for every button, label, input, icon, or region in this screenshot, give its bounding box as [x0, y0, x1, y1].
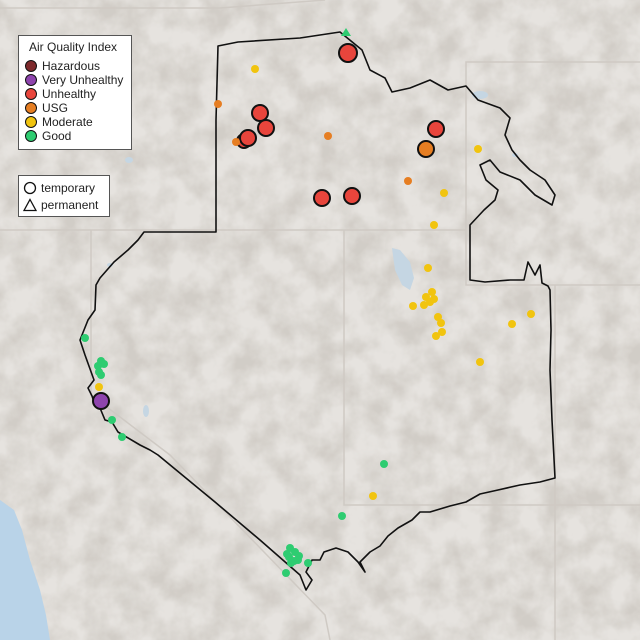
monitor-site-marker[interactable]	[97, 371, 105, 379]
monitor-site-marker[interactable]	[428, 288, 436, 296]
monitor-site-marker[interactable]	[232, 138, 240, 146]
state-line-7	[90, 230, 331, 640]
monitor-site-marker[interactable]	[417, 140, 435, 158]
monitor-site-marker[interactable]	[527, 310, 535, 318]
monitor-site-marker[interactable]	[304, 559, 312, 567]
monitor-site-marker[interactable]	[434, 313, 442, 321]
hazardous-swatch-icon	[25, 60, 37, 72]
monitor-site-marker[interactable]	[338, 512, 346, 520]
monitor-site-marker[interactable]	[108, 416, 116, 424]
monitor-site-marker[interactable]	[476, 358, 484, 366]
legend-label: USG	[42, 101, 69, 115]
monitor-site-marker[interactable]	[338, 43, 358, 63]
legend-item-temporary: temporary	[23, 180, 95, 196]
state-line-6	[0, 0, 326, 9]
monitor-site-marker[interactable]	[324, 132, 332, 140]
monitor-site-marker[interactable]	[430, 221, 438, 229]
state-line-3	[344, 61, 640, 231]
legend-label: Good	[42, 129, 72, 143]
monitor-site-marker[interactable]	[438, 328, 446, 336]
monitor-site-marker[interactable]	[437, 319, 445, 327]
monitor-site-marker[interactable]	[427, 120, 445, 138]
legend-title: Air Quality Index	[29, 40, 118, 54]
monitor-site-marker[interactable]	[424, 264, 432, 272]
legend-item-moderate: Moderate	[25, 115, 93, 129]
legend-item-good: Good	[25, 129, 71, 143]
triangle-icon	[23, 198, 37, 212]
monitor-site-marker[interactable]	[81, 334, 89, 342]
monitor-site-marker[interactable]	[508, 320, 516, 328]
monitor-site-marker[interactable]	[432, 332, 440, 340]
monitor-site-marker[interactable]	[313, 189, 331, 207]
ocean	[0, 500, 50, 640]
legend-label: Unhealthy	[42, 87, 97, 101]
monitor-site-marker[interactable]	[440, 189, 448, 197]
monitor-site-marker[interactable]	[214, 100, 222, 108]
state-line-2	[343, 230, 555, 506]
monitor-site-marker[interactable]	[282, 569, 290, 577]
legend-label: temporary	[41, 181, 96, 195]
monitor-site-marker[interactable]	[118, 433, 126, 441]
monitor-type-legend: temporary permanent	[18, 175, 110, 217]
monitor-site-marker[interactable]	[369, 492, 377, 500]
aqi-legend: Air Quality Index Hazardous Very Unhealt…	[18, 35, 132, 150]
monitor-site-marker[interactable]	[100, 360, 108, 368]
good-swatch-icon	[25, 130, 37, 142]
lake-3	[143, 405, 149, 417]
permanent-monitor-marker[interactable]	[341, 28, 351, 36]
legend-item-usg: USG	[25, 101, 68, 115]
monitor-site-marker[interactable]	[474, 145, 482, 153]
usg-swatch-icon	[25, 102, 37, 114]
very-unhealthy-swatch-icon	[25, 74, 37, 86]
monitor-site-marker[interactable]	[409, 302, 417, 310]
monitor-site-marker[interactable]	[294, 556, 302, 564]
monitor-site-marker[interactable]	[283, 550, 291, 558]
monitor-site-marker[interactable]	[343, 187, 361, 205]
legend-label: permanent	[41, 198, 99, 212]
legend-label: Hazardous	[42, 59, 101, 73]
great-salt-lake	[392, 248, 414, 290]
monitor-site-marker[interactable]	[430, 295, 438, 303]
legend-item-very-unhealthy: Very Unhealthy	[25, 73, 123, 87]
circle-icon	[23, 181, 37, 195]
legend-item-hazardous: Hazardous	[25, 59, 100, 73]
monitor-site-marker[interactable]	[251, 65, 259, 73]
monitor-site-marker[interactable]	[257, 119, 275, 137]
monitor-site-marker[interactable]	[92, 392, 110, 410]
moderate-swatch-icon	[25, 116, 37, 128]
monitor-site-marker[interactable]	[251, 104, 269, 122]
monitor-site-marker[interactable]	[420, 301, 428, 309]
legend-label: Very Unhealthy	[42, 73, 124, 87]
monitor-site-marker[interactable]	[239, 129, 257, 147]
monitor-site-marker[interactable]	[380, 460, 388, 468]
monitor-site-marker[interactable]	[404, 177, 412, 185]
lake-2	[125, 157, 133, 163]
legend-label: Moderate	[42, 115, 93, 129]
monitor-site-marker[interactable]	[287, 559, 295, 567]
monitor-sites[interactable]	[81, 28, 535, 577]
monitor-site-marker[interactable]	[95, 383, 103, 391]
state-line-4	[465, 230, 640, 286]
legend-item-permanent: permanent	[23, 197, 98, 213]
unhealthy-swatch-icon	[25, 88, 37, 100]
legend-item-unhealthy: Unhealthy	[25, 87, 96, 101]
